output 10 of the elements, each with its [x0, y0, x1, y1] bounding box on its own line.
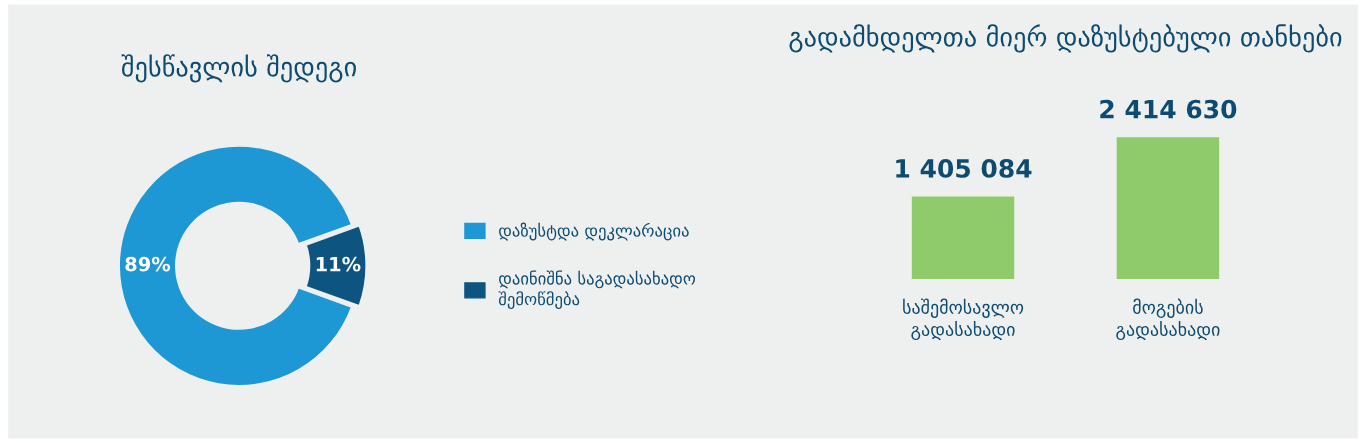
data-label: 2 414 630	[1100, 99, 1237, 119]
legend-label: დაზუსტდა დეკლარაცია	[499, 222, 689, 241]
data-label: 89%	[125, 256, 171, 272]
legend-label: დაინიშნა საგადასახადო შემოწმება	[498, 270, 696, 310]
chart-title: გადამხდელთა მიერ დაზუსტებული თანხები	[789, 24, 1342, 53]
x-tick-label: მოგების გადასახადი	[1116, 298, 1220, 341]
data-label: 11%	[316, 256, 361, 272]
x-tick-label: საშემოსავლო გადასახადი	[903, 298, 1024, 341]
data-label: 1 405 084	[896, 158, 1032, 178]
chart-title: შესწავლის შედეგი	[121, 54, 356, 83]
